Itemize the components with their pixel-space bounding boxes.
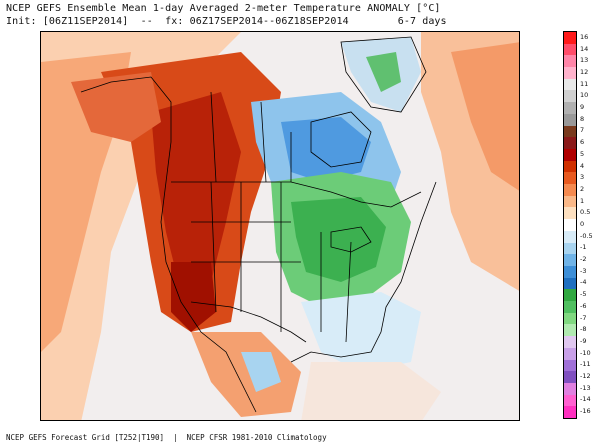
colorbar-tick-label: 0 <box>580 220 585 228</box>
province-lines <box>210 91 292 183</box>
southwest-warm-deep <box>171 262 216 332</box>
colorbar-tick-label: 12 <box>580 67 589 76</box>
colorbar-cell <box>564 277 576 290</box>
colorbar-tick-label: 6 <box>580 138 585 147</box>
colorbar-tick-label: 5 <box>580 149 585 158</box>
colorbar-tick-label: 7 <box>580 126 585 135</box>
colorbar-tick-label: -2 <box>580 255 587 264</box>
colorbar-cell <box>564 67 576 80</box>
colorbar-cell <box>564 301 576 314</box>
colorbar-tick-label: -16 <box>580 407 591 416</box>
colorbar-cell <box>564 336 576 349</box>
colorbar-cell <box>564 254 576 267</box>
init-forecast-line: Init: [06Z11SEP2014] -- fx: 06Z17SEP2014… <box>6 16 447 27</box>
colorbar-tick-label: -1 <box>580 243 587 252</box>
coastline-east <box>290 181 437 363</box>
colorbar-cell <box>564 125 576 138</box>
us-mexico-border <box>190 301 307 343</box>
colorbar-cell <box>564 55 576 68</box>
colorbar-tick-label: 11 <box>580 79 589 88</box>
colorbar-tick-label: 3 <box>580 173 585 182</box>
map-title: NCEP GEFS Ensemble Mean 1-day Averaged 2… <box>6 3 441 14</box>
colorbar-cell <box>564 102 576 115</box>
colorbar-cell <box>564 137 576 150</box>
colorbar-cell <box>564 265 576 278</box>
colorbar-cell <box>564 230 576 243</box>
colorbar-tick-label: 10 <box>580 91 589 100</box>
colorbar-tick-label: -10 <box>580 348 591 357</box>
state-lines <box>191 181 352 343</box>
greenland-outline <box>340 36 427 113</box>
colorbar-cell <box>564 324 576 337</box>
colorbar-tick-label: -8 <box>580 325 587 334</box>
colorbar-cell <box>564 394 576 407</box>
mexico-warm <box>191 332 301 417</box>
greatlakes-cool-deep <box>291 197 386 282</box>
southeast-cool-light <box>301 292 421 372</box>
colorbar-cell <box>564 207 576 220</box>
western-warm-core <box>151 92 241 292</box>
atlantic-warm-inner <box>451 42 519 191</box>
colorbar-cell <box>564 289 576 302</box>
colorbar-tick-label: -9 <box>580 336 587 345</box>
colorbar-tick-label: -7 <box>580 313 587 322</box>
great-lakes-outline <box>330 226 372 253</box>
colorbar-cell <box>564 32 576 44</box>
colorbar-cell <box>564 184 576 197</box>
colorbar-tick-label: 9 <box>580 103 585 112</box>
colorbar-cell <box>564 90 576 103</box>
colorbar-cell <box>564 406 576 419</box>
mexico-cool-patch <box>241 352 281 392</box>
colorbar-tick-label: 13 <box>580 56 589 65</box>
colorbar-tick-label: -4 <box>580 278 587 287</box>
political-boundaries <box>80 36 437 413</box>
colorbar-tick-label: 16 <box>580 32 589 41</box>
colorbar-cell <box>564 148 576 161</box>
colorbar <box>563 31 577 419</box>
colorbar-tick-label: -5 <box>580 290 587 299</box>
gulf-neutral <box>301 362 441 420</box>
colorbar-tick-label: -6 <box>580 301 587 310</box>
colorbar-tick-label: -12 <box>580 372 591 381</box>
colorbar-cell <box>564 382 576 395</box>
colorbar-tick-label: -13 <box>580 383 591 392</box>
colorbar-cell <box>564 359 576 372</box>
colorbar-cell <box>564 78 576 91</box>
colorbar-tick-label: -14 <box>580 395 591 404</box>
colorbar-cell <box>564 160 576 173</box>
colorbar-tick-label: 2 <box>580 184 585 193</box>
coastline-west <box>80 76 257 413</box>
footer-source-note: NCEP GEFS Forecast Grid [T252|T190] | NC… <box>6 433 327 442</box>
greenland-green <box>366 52 401 92</box>
hudson-bay-outline <box>310 111 372 168</box>
colorbar-tick-label: 0.5 <box>580 208 591 217</box>
colorbar-cell <box>564 242 576 255</box>
canada-cool-mid <box>281 117 371 182</box>
colorbar-tick-label: 14 <box>580 44 589 53</box>
colorbar-tick-label: -3 <box>580 266 587 275</box>
colorbar-tick-label: -11 <box>580 360 591 369</box>
colorbar-cell <box>564 371 576 384</box>
colorbar-cell <box>564 219 576 232</box>
colorbar-cell <box>564 347 576 360</box>
colorbar-tick-label: 8 <box>580 114 585 123</box>
colorbar-cell <box>564 43 576 56</box>
colorbar-cell <box>564 113 576 126</box>
anomaly-map-svg <box>41 32 519 420</box>
anomaly-map <box>40 31 520 421</box>
colorbar-tick-label: 1 <box>580 196 585 205</box>
colorbar-cell <box>564 195 576 208</box>
colorbar-tick-label: 4 <box>580 161 585 170</box>
colorbar-cell <box>564 172 576 185</box>
colorbar-tick-label: -0.5 <box>580 231 593 240</box>
alaska-warm <box>71 72 161 142</box>
colorbar-cell <box>564 312 576 325</box>
